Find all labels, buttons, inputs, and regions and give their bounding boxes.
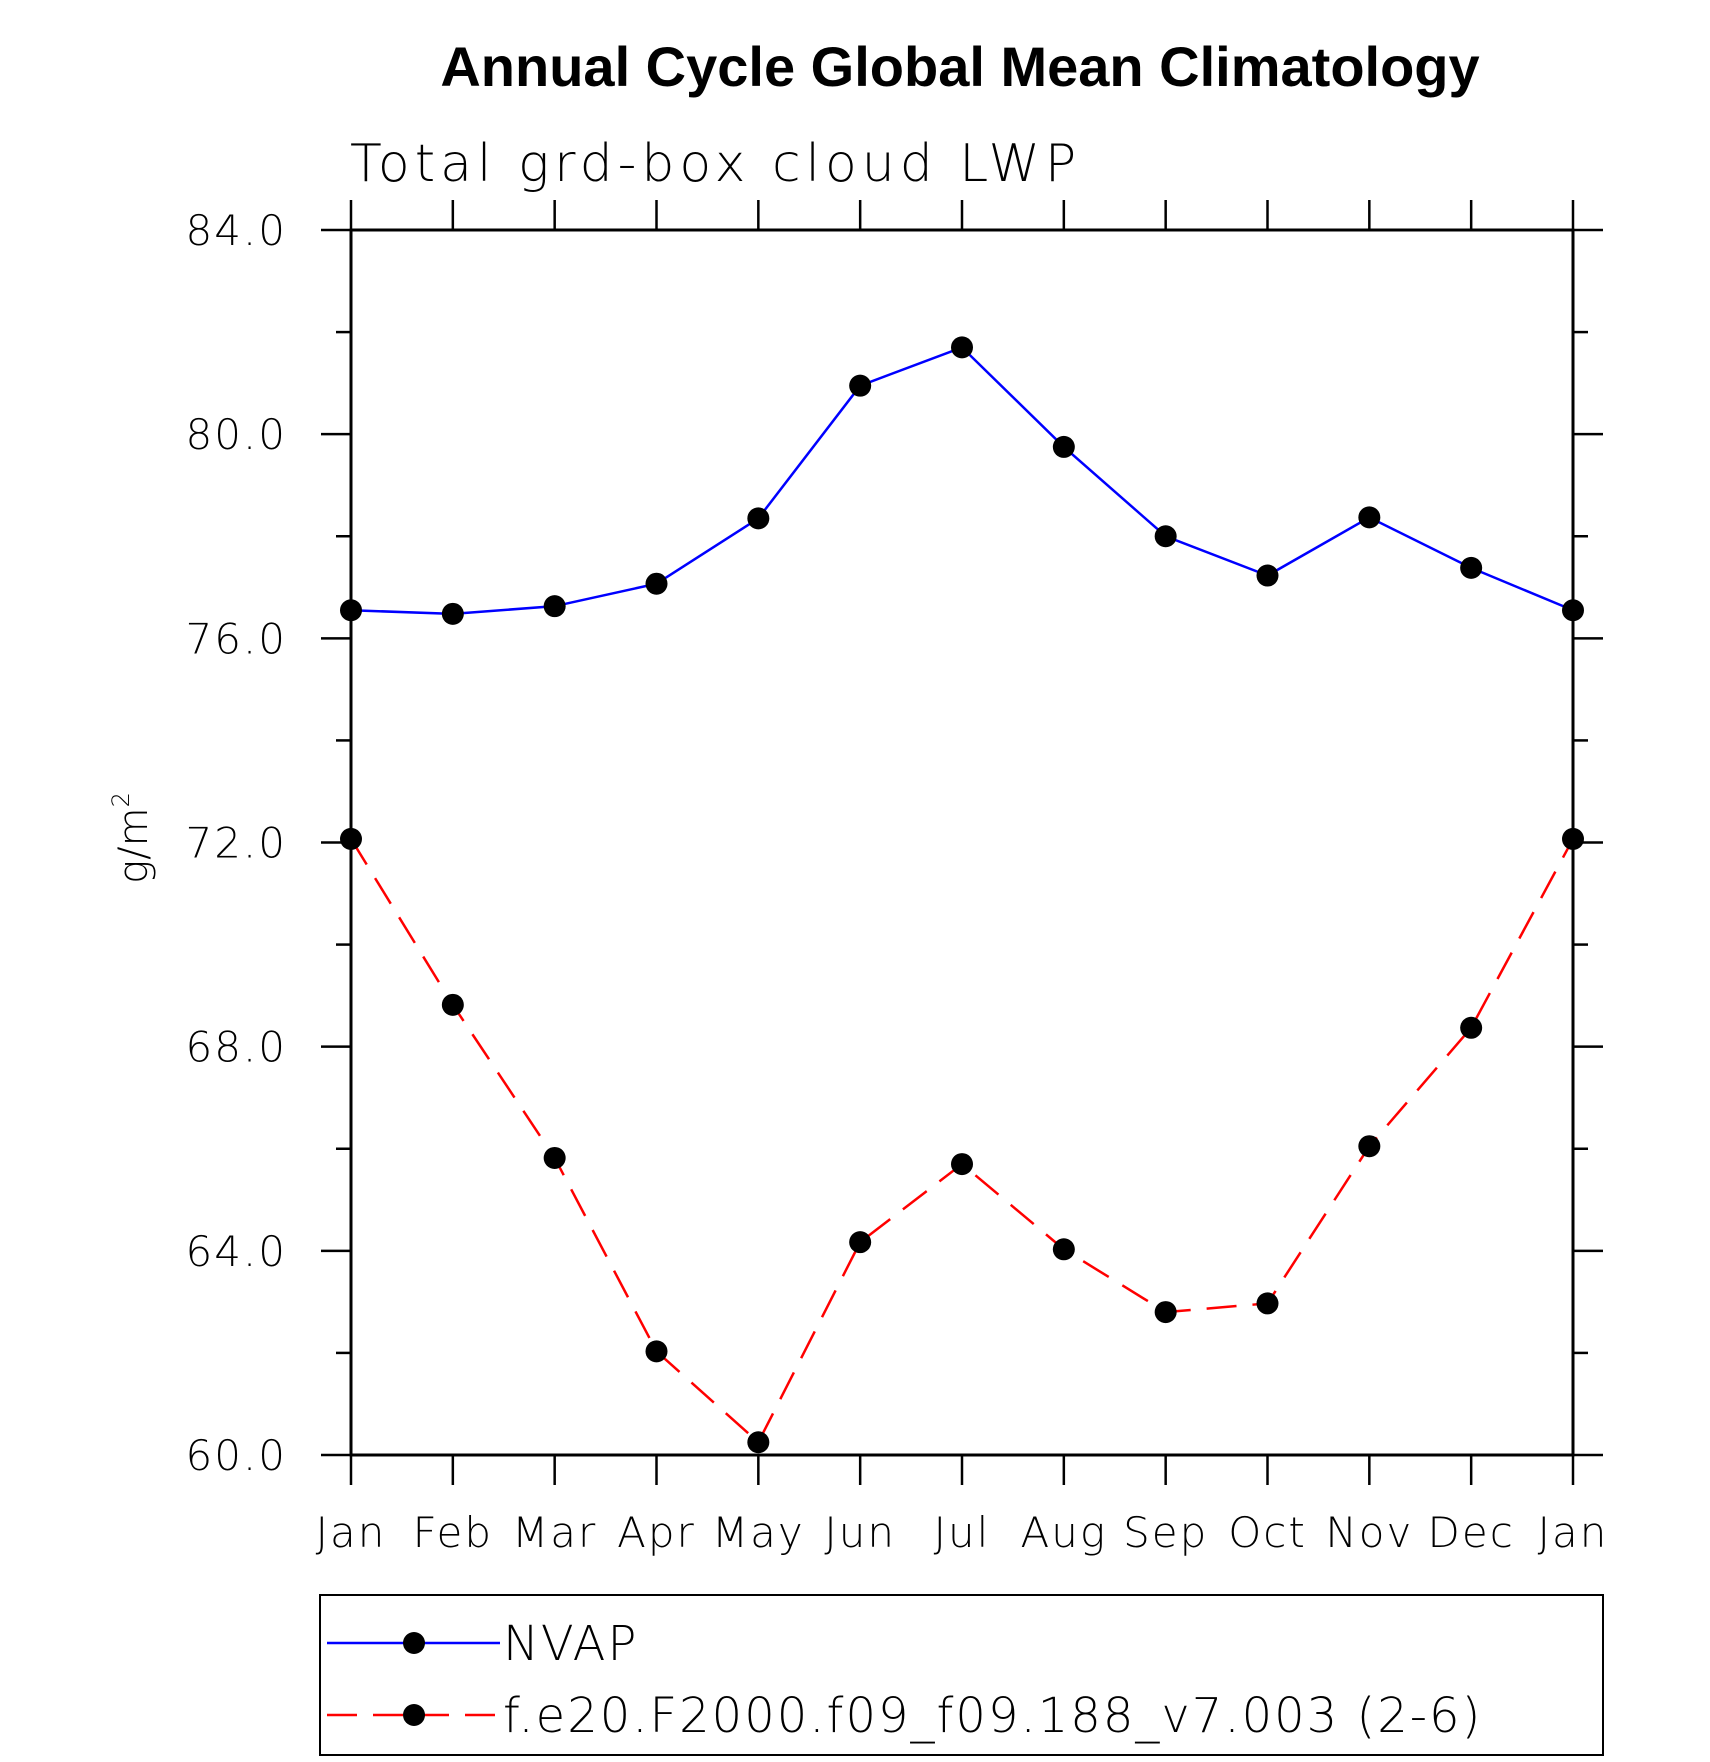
data-point bbox=[1256, 1292, 1279, 1315]
legend-marker bbox=[403, 1632, 425, 1654]
series-1 bbox=[340, 336, 1584, 625]
y-tick-label: 72.0 bbox=[185, 819, 287, 868]
data-point bbox=[645, 572, 668, 595]
legend-item-2: f.e20.F2000.f09_f09.188_v7.003 (2-6) bbox=[327, 1688, 1482, 1744]
data-point bbox=[951, 336, 973, 359]
data-point bbox=[1358, 506, 1381, 529]
chart-title: Annual Cycle Global Mean Climatology bbox=[440, 35, 1479, 98]
data-point bbox=[1154, 525, 1177, 548]
x-tick-label: Apr bbox=[617, 1508, 696, 1557]
x-tick-label: Jul bbox=[934, 1508, 991, 1557]
x-tick-label: Dec bbox=[1428, 1508, 1515, 1557]
x-axis: Jan Feb Mar Apr May Jun Jul Aug Sep Oct Nov Dec Jan bbox=[316, 200, 1609, 1557]
legend-marker bbox=[403, 1704, 425, 1726]
y-axis-label: g/m2 bbox=[107, 792, 157, 884]
y-tick-label: 76.0 bbox=[185, 614, 287, 663]
data-point bbox=[849, 374, 872, 397]
data-point bbox=[1052, 1238, 1075, 1261]
data-point bbox=[441, 602, 464, 625]
x-tick-label: May bbox=[712, 1508, 805, 1557]
data-point bbox=[340, 827, 362, 850]
y-tick-label: 68.0 bbox=[185, 1023, 287, 1072]
y-tick-label: 80.0 bbox=[185, 410, 287, 459]
data-point bbox=[645, 1340, 668, 1363]
y-axis-label-unit: g/m bbox=[111, 807, 157, 883]
y-axis-label-superscript: 2 bbox=[107, 792, 135, 807]
data-point bbox=[1154, 1301, 1177, 1324]
data-point bbox=[340, 599, 362, 622]
chart-subtitle: Total grd-box cloud LWP bbox=[350, 134, 1081, 194]
x-tick-label: Jun bbox=[824, 1508, 896, 1557]
legend-box bbox=[319, 1594, 1604, 1756]
data-point bbox=[951, 1153, 973, 1176]
data-point bbox=[543, 1146, 566, 1169]
x-tick-label: Aug bbox=[1021, 1508, 1108, 1557]
plot-frame bbox=[349, 228, 1575, 1457]
legend: NVAP f.e20.F2000.f09_f09.188_v7.003 (2-6) bbox=[319, 1594, 1604, 1756]
data-point bbox=[747, 1431, 770, 1454]
data-point bbox=[1562, 599, 1584, 622]
y-tick-label: 64.0 bbox=[185, 1227, 287, 1276]
data-point bbox=[1460, 1016, 1483, 1039]
data-point bbox=[1460, 556, 1483, 579]
y-tick-label: 60.0 bbox=[185, 1431, 287, 1480]
x-tick-label: Jan bbox=[1538, 1508, 1609, 1557]
series-layer bbox=[340, 336, 1584, 1454]
x-tick-label: Jan bbox=[316, 1508, 387, 1557]
data-point bbox=[747, 507, 770, 530]
legend-item-1: NVAP bbox=[327, 1616, 638, 1672]
x-tick-label: Sep bbox=[1123, 1508, 1208, 1557]
x-tick-label: Oct bbox=[1228, 1508, 1307, 1557]
legend-label: NVAP bbox=[503, 1616, 638, 1672]
data-point bbox=[441, 993, 464, 1016]
x-tick-label: Feb bbox=[413, 1508, 493, 1557]
series-line bbox=[349, 838, 1575, 1445]
series-2 bbox=[340, 827, 1584, 1454]
y-axis: 60.0 64.0 68.0 72.0 76.0 80.0 84.0 bbox=[185, 206, 1603, 1480]
y-tick-label: 84.0 bbox=[185, 206, 287, 255]
x-tick-label: Mar bbox=[512, 1508, 597, 1557]
data-point bbox=[1358, 1135, 1381, 1158]
data-point bbox=[543, 595, 566, 618]
legend-label: f.e20.F2000.f09_f09.188_v7.003 (2-6) bbox=[503, 1688, 1482, 1744]
data-point bbox=[849, 1231, 872, 1254]
plot-border bbox=[349, 228, 1575, 1457]
data-point bbox=[1562, 827, 1584, 850]
data-point bbox=[1256, 564, 1279, 587]
data-point bbox=[1052, 435, 1075, 458]
x-tick-label: Nov bbox=[1325, 1508, 1413, 1557]
series-line bbox=[350, 345, 1574, 616]
